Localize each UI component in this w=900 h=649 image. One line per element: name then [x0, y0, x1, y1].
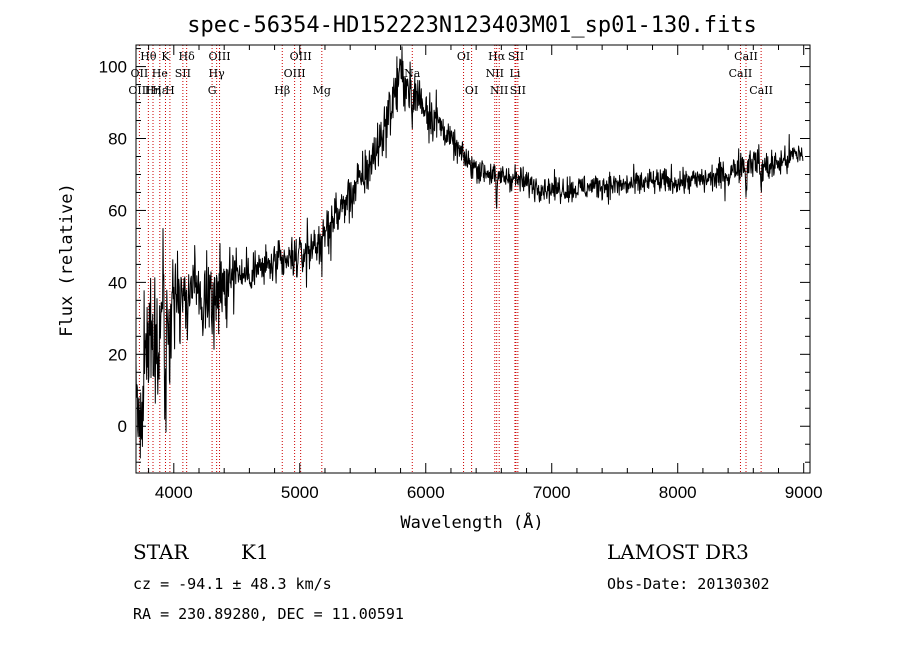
line-marker-label: Hε: [152, 84, 168, 97]
observation-date: Obs-Date: 20130302: [607, 575, 770, 593]
coordinates-readout: RA = 230.89280, DEC = 11.00591: [133, 605, 404, 623]
line-marker-label: OI: [465, 84, 478, 97]
survey-name: LAMOST DR3: [607, 540, 749, 564]
line-marker-label: CaII: [729, 67, 753, 80]
line-marker-label: Hδ: [179, 50, 196, 63]
spectral-subclass: K1: [241, 540, 269, 564]
line-marker-label: OII: [131, 67, 149, 80]
line-marker-label: OIII: [208, 50, 230, 63]
line-marker-label: CaII: [734, 50, 758, 63]
line-marker-label: Hη: [145, 84, 161, 97]
x-tick-label: 9000: [785, 483, 823, 502]
line-marker-label: OI: [457, 50, 470, 63]
object-type: STAR: [133, 540, 189, 564]
line-marker-label: G: [208, 84, 217, 97]
line-marker-label: NII: [490, 84, 508, 97]
spectrum-line: [135, 46, 804, 459]
axis-ticks: 4000 5000 6000 7000 8000 9000 0 20 40 60 80 100: [99, 45, 823, 502]
y-tick-label: 0: [118, 417, 127, 436]
line-marker-label: H: [165, 84, 175, 97]
y-tick-label: 100: [99, 58, 127, 77]
chart-title: spec-56354-HD152223N123403M01_sp01-130.f…: [187, 13, 757, 38]
x-tick-label: 4000: [155, 483, 193, 502]
x-tick-label: 7000: [533, 483, 571, 502]
line-marker-label: Hα: [488, 50, 506, 63]
y-tick-label: 20: [108, 345, 127, 364]
plot-frame: [135, 44, 811, 474]
x-tick-label: 8000: [659, 483, 697, 502]
line-marker-label: OIII: [128, 84, 150, 97]
line-marker-label: Hγ: [209, 67, 226, 80]
y-axis-label: Flux (relative): [57, 183, 77, 337]
line-marker-label: Hθ: [140, 50, 157, 63]
y-tick-label: 60: [108, 201, 127, 220]
x-tick-label: 6000: [407, 483, 445, 502]
line-marker-label: CaII: [749, 84, 773, 97]
line-marker-label: Hβ: [274, 84, 290, 97]
line-marker-label: SII: [508, 50, 524, 63]
line-marker-label: He: [152, 67, 168, 80]
line-marker-label: NII: [486, 67, 504, 80]
x-tick-label: 5000: [281, 483, 319, 502]
line-marker-label: Mg: [313, 84, 331, 97]
line-marker-label: Na: [404, 67, 421, 80]
line-marker-label: SII: [510, 84, 526, 97]
line-marker-label: Li: [510, 67, 521, 80]
line-marker-label: K: [161, 50, 170, 63]
y-tick-label: 80: [108, 130, 127, 149]
redshift-readout: cz = -94.1 ± 48.3 km/s: [133, 575, 332, 593]
line-marker-label: OIII: [290, 50, 312, 63]
spectrum-plot: [135, 46, 804, 459]
info-panel: STAR K1 cz = -94.1 ± 48.3 km/s RA = 230.…: [133, 540, 770, 623]
x-axis-label: Wavelength (Å): [400, 511, 543, 533]
y-tick-label: 40: [108, 273, 127, 292]
line-marker-label: OIII: [284, 67, 306, 80]
line-marker-label: SII: [175, 67, 191, 80]
